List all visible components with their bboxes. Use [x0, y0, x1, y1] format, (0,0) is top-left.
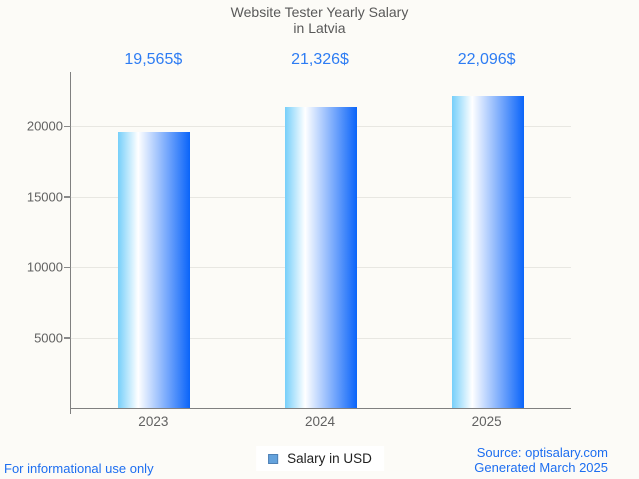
y-tick-label-10000: 10000 — [26, 259, 63, 275]
bar-2024[interactable] — [285, 107, 357, 408]
chart-title: Website Tester Yearly Salary in Latvia — [0, 4, 639, 36]
bar-value-labels: 19,565$ 21,326$ 22,096$ — [70, 51, 570, 71]
disclaimer-text: For informational use only — [4, 461, 154, 476]
x-axis-labels: 2023 2024 2025 — [70, 414, 570, 432]
bar-value-label-2025: 22,096$ — [457, 51, 516, 68]
y-tick-label-20000: 20000 — [26, 118, 63, 134]
bar-value-label-2024: 21,326$ — [291, 51, 349, 68]
y-tick-label-5000: 5000 — [34, 330, 63, 345]
y-axis-foot — [69, 408, 71, 414]
footer-source-block: Source: optisalary.com Generated March 2… — [474, 445, 608, 475]
generated-date: Generated March 2025 — [474, 460, 608, 475]
legend[interactable]: Salary in USD — [256, 446, 384, 471]
bar-2023[interactable] — [118, 132, 191, 408]
legend-label: Salary in USD — [287, 451, 372, 466]
plot-area: 5000 10000 15000 20000 — [27, 72, 571, 414]
bar-2025[interactable] — [451, 96, 524, 408]
source-link[interactable]: Source: optisalary.com — [476, 445, 608, 460]
y-tick-20000 — [64, 125, 71, 127]
y-tick-15000 — [64, 196, 71, 198]
bar-value-label-2023: 19,565$ — [124, 51, 183, 68]
legend-marker-icon — [268, 453, 279, 464]
chart-title-line1: Website Tester Yearly Salary — [230, 4, 409, 20]
chart-title-line2: in Latvia — [293, 20, 346, 36]
x-axis-label-2025: 2025 — [471, 414, 502, 429]
y-tick-5000 — [64, 337, 71, 339]
y-tick-10000 — [64, 266, 71, 268]
x-axis-label-2024: 2024 — [304, 414, 336, 429]
y-tick-label-15000: 15000 — [26, 189, 63, 204]
x-axis-label-2023: 2023 — [138, 414, 169, 429]
